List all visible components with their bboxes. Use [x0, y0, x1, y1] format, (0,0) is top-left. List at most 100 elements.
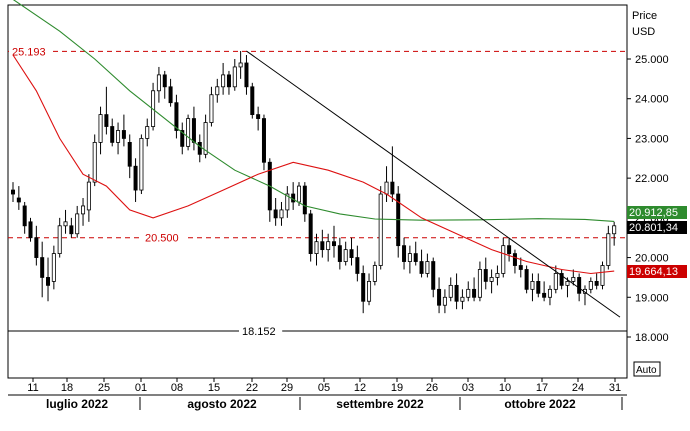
x-tick-label: 26 [426, 382, 438, 394]
candle-body [22, 205, 27, 227]
candle-body [232, 66, 237, 88]
candle-body [442, 296, 447, 306]
candle-body [507, 245, 512, 255]
candle-body [612, 225, 617, 235]
candle-body [378, 193, 383, 266]
candle-body [127, 141, 132, 167]
x-tick-label: 05 [318, 382, 330, 394]
axis-unit: USD [632, 26, 655, 38]
candle-body [425, 261, 430, 274]
candle-body [343, 249, 348, 262]
candle-body [308, 213, 313, 254]
candle-body [542, 292, 547, 298]
candle-body [256, 114, 261, 119]
level-label-bg [239, 323, 283, 337]
value-badge-label: 20.912,85 [629, 207, 678, 219]
candle-body [180, 130, 185, 147]
candle-body [512, 253, 517, 266]
candle-body [116, 130, 121, 143]
x-tick-label: 12 [354, 382, 366, 394]
x-tick-label: 08 [171, 382, 183, 394]
candle-body [413, 253, 418, 262]
candle-body [384, 181, 389, 195]
trend-line [246, 50, 621, 318]
candle-body [191, 118, 196, 143]
candle-body [203, 122, 208, 155]
horizontal-levels: 25.193 20.500 18.152 [8, 44, 627, 338]
candle-body [28, 221, 33, 239]
candle-body [162, 74, 167, 88]
candle-body [296, 185, 301, 203]
candle-body [361, 273, 366, 302]
candle-body [186, 118, 191, 147]
auto-label: Auto [636, 365, 657, 376]
trendline [246, 50, 621, 318]
candle-body [238, 62, 243, 68]
candle-body [448, 284, 453, 298]
x-tick-label: 25 [98, 382, 110, 394]
price-axis: Price USD 25.00024.00023.00022.00021.000… [627, 10, 669, 344]
candle-body [40, 257, 45, 278]
candle-body [34, 237, 39, 258]
value-badge-label: 20.801,34 [629, 222, 678, 234]
level-label: 18.152 [242, 326, 276, 338]
candle-body [419, 261, 424, 274]
candle-body [69, 225, 74, 235]
candle-body [472, 288, 477, 298]
candle-body [244, 62, 249, 88]
candle-body [86, 181, 91, 211]
candle-body [279, 209, 284, 219]
month-label: ottobre 2022 [504, 397, 576, 411]
month-label: agosto 2022 [187, 397, 257, 411]
candle-body [501, 245, 506, 274]
y-tick-label: 18.000 [635, 332, 669, 344]
y-tick-label: 24.000 [635, 94, 669, 106]
candle-body [326, 241, 331, 251]
candle-body [261, 118, 266, 163]
level-label: 25.193 [12, 46, 46, 58]
candle-body [437, 288, 442, 306]
candle-body [571, 277, 576, 282]
x-tick-label: 11 [27, 382, 38, 394]
candle-body [104, 114, 109, 127]
level-label-bg [142, 230, 186, 244]
candle-body [51, 253, 56, 282]
candle-body [367, 280, 372, 302]
candle-body [536, 280, 541, 294]
candle-body [139, 138, 144, 191]
candle-body [372, 265, 377, 282]
candle-body [16, 197, 21, 203]
plot-area [7, 4, 628, 379]
candle-body [221, 74, 226, 88]
candle-body [594, 280, 599, 286]
x-tick-label: 22 [246, 382, 258, 394]
candle-body [460, 296, 465, 302]
candle-body [273, 209, 278, 219]
candle-body [215, 86, 220, 96]
candle-body [588, 280, 593, 290]
candle-body [57, 225, 62, 255]
candle-body [75, 213, 80, 235]
candle-body [565, 280, 570, 286]
x-tick-label: 24 [572, 382, 584, 394]
x-tick-label: 19 [391, 382, 403, 394]
candle-body [156, 74, 161, 92]
candle-body [477, 269, 482, 298]
value-badge [627, 265, 687, 278]
value-badge-label: 19.664,13 [629, 266, 678, 278]
candle-body [431, 261, 436, 290]
candle-body [314, 241, 319, 255]
candle-body [530, 280, 535, 290]
candle-body [320, 241, 325, 251]
x-tick-label: 01 [135, 382, 147, 394]
value-badge [627, 221, 687, 234]
value-badges: 20.912,85 20.801,34 19.664,13 [627, 206, 687, 278]
candle-body [302, 185, 307, 215]
candle-body [63, 221, 68, 227]
auto-button[interactable]: Auto [633, 361, 661, 377]
y-tick-label: 20.000 [635, 253, 669, 265]
date-axis: 11 18 25 01 08 15 22 29 05 12 19 26 03 10 17 24 31 luglio… [8, 378, 627, 411]
level-label: 20.500 [145, 233, 179, 245]
sma-green-line [12, 0, 615, 222]
